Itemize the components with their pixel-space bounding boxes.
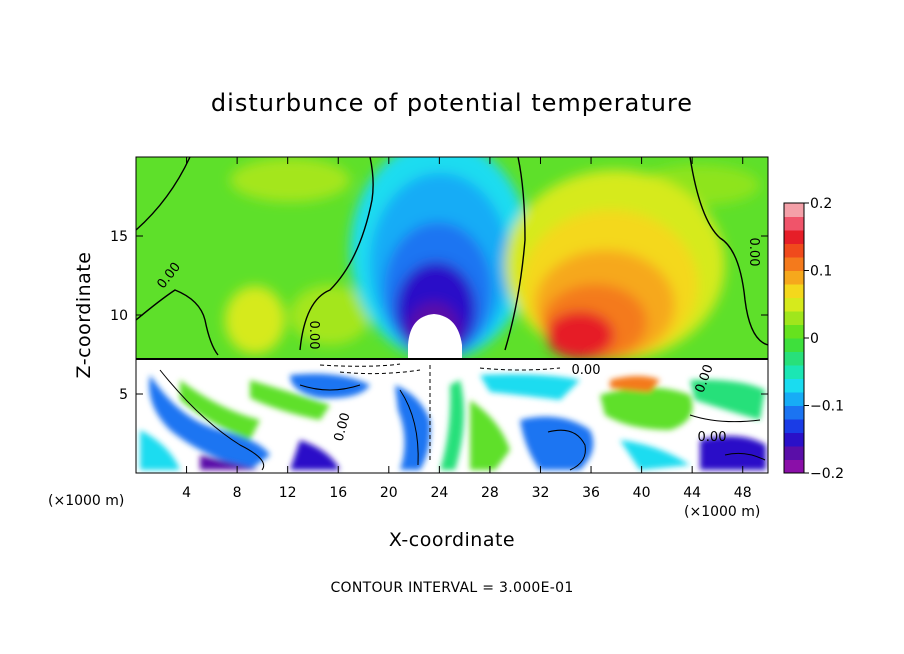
- x-tick-label: 36: [582, 485, 600, 501]
- contour-label: 0.00: [698, 430, 727, 445]
- colorbar-swatch: [784, 419, 804, 433]
- colorbar-swatch: [784, 311, 804, 325]
- colorbar-tick-label: 0: [810, 331, 819, 347]
- x-tick-label: 32: [532, 485, 550, 501]
- colorbar-swatch: [784, 324, 804, 339]
- lower-dashed-contours: [319, 363, 561, 460]
- x-unit-left: (×1000 m): [48, 493, 124, 509]
- lower-field-shading: [140, 373, 766, 470]
- upper-field-shading: [225, 157, 760, 360]
- colorbar-tick-label: −0.1: [810, 399, 844, 415]
- contour-interval-note: CONTOUR INTERVAL = 3.000E-01: [330, 580, 573, 596]
- dome-region: [408, 314, 462, 360]
- colorbar-tick-label: −0.2: [810, 466, 844, 482]
- colorbar-swatch: [784, 284, 804, 298]
- colorbar-swatch: [784, 432, 804, 447]
- colorbar-swatch: [784, 216, 804, 231]
- x-tick-label: 16: [329, 485, 347, 501]
- colorbar-swatch: [784, 459, 804, 474]
- x-axis-label: X-coordinate: [389, 529, 515, 551]
- colorbar-swatch: [784, 270, 804, 285]
- x-tick-label: 40: [633, 485, 651, 501]
- x-axis: 4 8 12 16 20 24 28 32 36 40 44 48: [182, 157, 752, 501]
- contour-label: 0.00: [572, 363, 601, 378]
- y-axis: 5 10 15: [110, 229, 768, 403]
- plot-area: [136, 157, 768, 473]
- contour-label: 0.00: [332, 411, 354, 443]
- x-tick-label: 20: [380, 485, 398, 501]
- contour-label: 0.00: [306, 321, 321, 350]
- y-tick-label: 10: [110, 308, 128, 324]
- colorbar-swatch: [784, 405, 804, 420]
- chart-title: disturbunce of potential temperature: [211, 89, 693, 117]
- y-tick-label: 15: [110, 229, 128, 245]
- colorbar-ticks: 0.2 0.1 0 −0.1 −0.2: [804, 196, 844, 482]
- colorbar-swatch: [784, 243, 804, 258]
- colorbar-swatch: [784, 297, 804, 312]
- colorbar-swatch: [784, 392, 804, 406]
- colorbar-swatch: [784, 338, 804, 352]
- colorbar-swatch: [784, 257, 804, 271]
- x-tick-label: 48: [734, 485, 752, 501]
- colorbar-swatch: [784, 378, 804, 393]
- x-unit-right: (×1000 m): [684, 504, 760, 520]
- x-tick-label: 8: [233, 485, 242, 501]
- colorbar-swatch: [784, 203, 804, 217]
- x-tick-label: 24: [430, 485, 448, 501]
- colorbar-swatch: [784, 446, 804, 460]
- zero-contours: [136, 157, 768, 356]
- x-tick-label: 4: [182, 485, 191, 501]
- x-tick-label: 44: [683, 485, 701, 501]
- colorbar-swatch: [784, 230, 804, 244]
- x-tick-label: 28: [481, 485, 499, 501]
- colorbar-tick-label: 0.1: [810, 264, 832, 280]
- colorbar-swatch: [784, 351, 804, 366]
- colorbar-swatch: [784, 365, 804, 379]
- colorbar: [783, 202, 805, 474]
- contour-label: 0.00: [746, 238, 761, 267]
- lower-contours: [159, 369, 766, 471]
- x-tick-label: 12: [279, 485, 297, 501]
- colorbar-tick-label: 0.2: [810, 196, 832, 212]
- y-tick-label: 5: [119, 387, 128, 403]
- y-axis-label: Z-coordinate: [73, 252, 95, 379]
